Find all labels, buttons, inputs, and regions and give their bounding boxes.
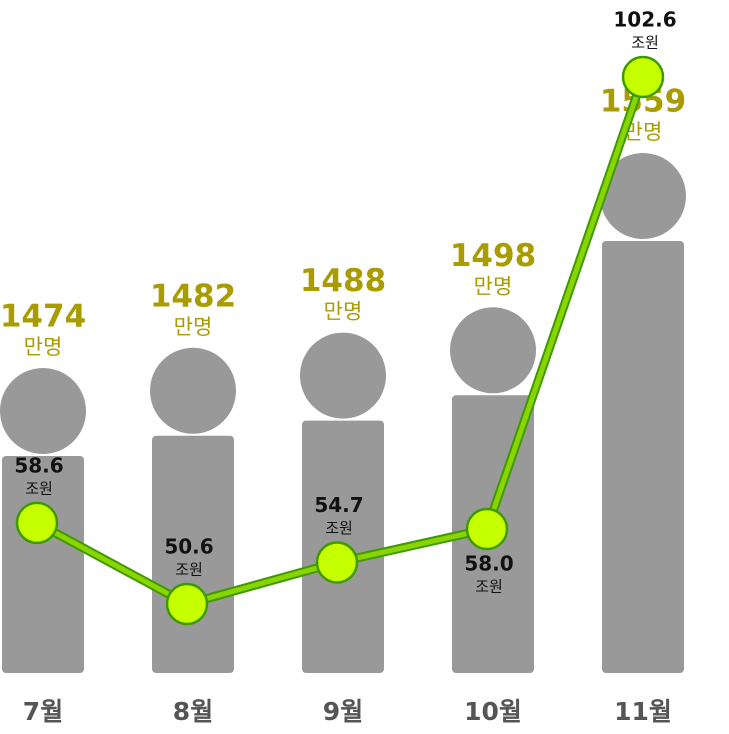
bar-head <box>300 332 386 419</box>
x-tick-label: 8월 <box>173 697 213 726</box>
bar-unit-label: 만명 <box>324 300 363 324</box>
x-tick-label: 7월 <box>23 697 63 726</box>
bar-head <box>450 307 536 394</box>
bar-unit-label: 만명 <box>174 315 213 339</box>
bar-value-label: 1474 <box>0 299 86 335</box>
bar-body <box>602 241 684 673</box>
line-marker <box>465 507 509 551</box>
x-tick-label: 11월 <box>614 697 672 726</box>
line-unit-label: 조원 <box>175 561 203 579</box>
x-tick-label: 9월 <box>323 697 363 726</box>
bar-unit-label: 만명 <box>474 274 513 298</box>
line-value-label: 58.0 <box>464 552 513 576</box>
line-marker <box>15 501 59 545</box>
bar-head <box>0 368 86 454</box>
bar-head <box>150 347 236 434</box>
line-value-label: 54.7 <box>314 493 363 517</box>
line-value-label: 102.6 <box>613 8 676 32</box>
bar-unit-label: 만명 <box>24 335 63 359</box>
line-value-label: 50.6 <box>164 535 213 559</box>
line-marker <box>621 55 665 99</box>
bar-value-label: 1488 <box>300 263 386 299</box>
x-tick-label: 10월 <box>464 697 522 726</box>
line-marker <box>165 582 209 626</box>
line-unit-label: 조원 <box>325 519 353 537</box>
line-unit-label: 조원 <box>25 479 53 497</box>
bar-value-label: 1482 <box>150 278 236 314</box>
line-unit-label: 조원 <box>631 34 659 52</box>
bar-value-label: 1498 <box>450 238 536 274</box>
line-unit-label: 조원 <box>475 578 503 596</box>
bar-head <box>600 153 686 239</box>
line-value-label: 58.6 <box>14 453 63 477</box>
line-marker <box>315 541 359 584</box>
